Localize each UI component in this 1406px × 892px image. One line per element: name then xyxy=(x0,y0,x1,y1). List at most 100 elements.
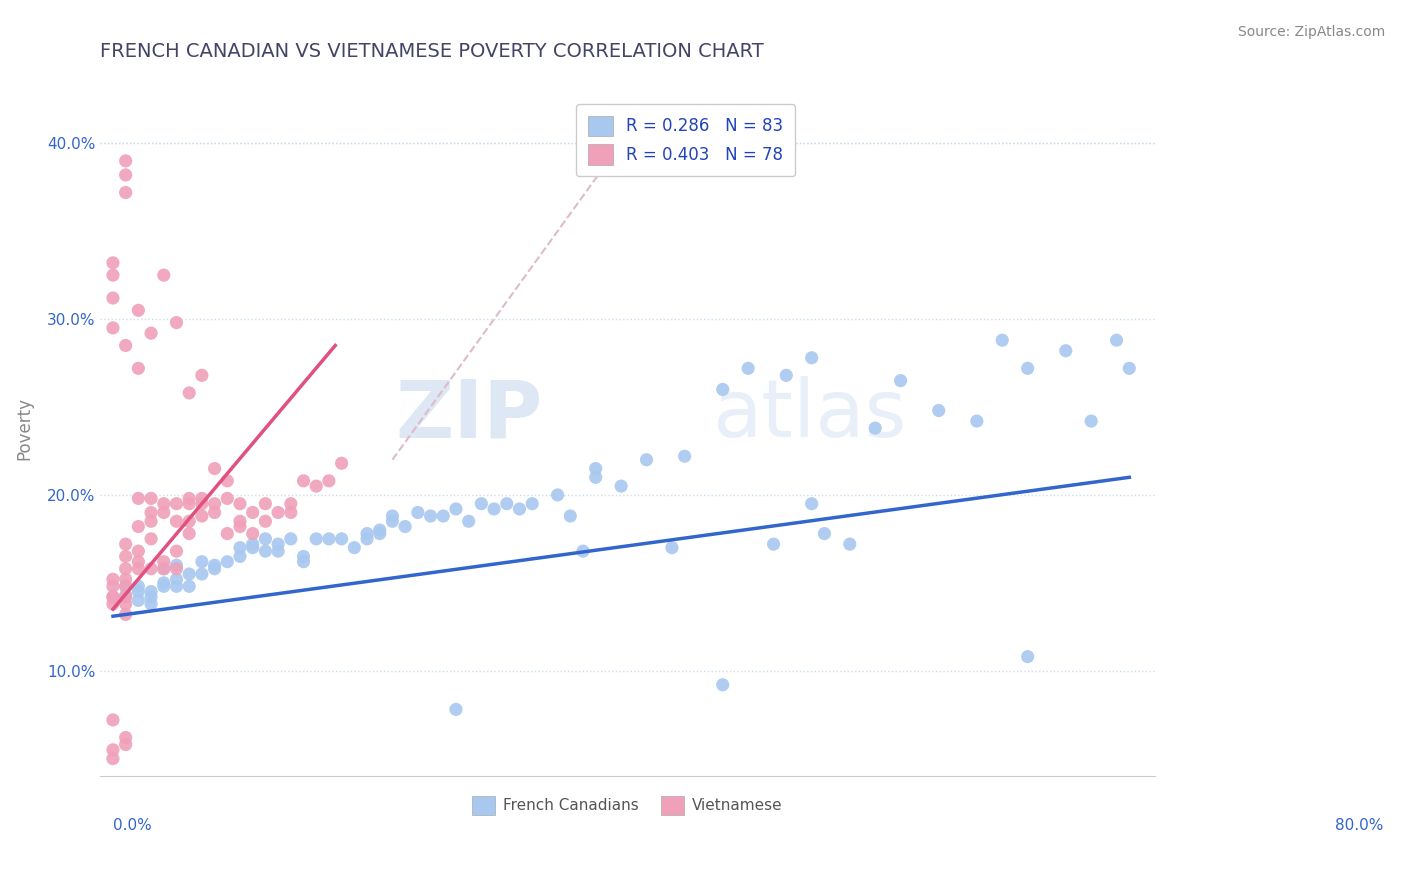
Point xyxy=(114,588,136,602)
Point xyxy=(114,153,136,168)
Point xyxy=(318,532,340,546)
Point xyxy=(179,386,201,401)
Point xyxy=(114,562,136,576)
Point xyxy=(368,526,391,541)
Point xyxy=(394,519,416,533)
Point xyxy=(560,508,582,523)
Point xyxy=(356,532,378,546)
Point xyxy=(470,497,492,511)
Point xyxy=(242,506,264,520)
Point xyxy=(432,508,454,523)
Point xyxy=(114,338,136,352)
Point xyxy=(242,526,264,541)
Point xyxy=(166,497,188,511)
Point xyxy=(101,579,124,593)
Point xyxy=(254,514,277,528)
Point xyxy=(101,590,124,604)
Point xyxy=(229,497,252,511)
Point xyxy=(127,491,149,506)
Point xyxy=(166,579,188,593)
Point xyxy=(191,491,214,506)
Point xyxy=(127,303,149,318)
Point xyxy=(217,526,239,541)
Point xyxy=(191,567,214,582)
Point xyxy=(457,514,479,528)
Point xyxy=(229,519,252,533)
Point xyxy=(101,743,124,757)
Point xyxy=(711,383,734,397)
Point xyxy=(179,491,201,506)
Point xyxy=(139,590,162,604)
Point xyxy=(318,474,340,488)
Point xyxy=(229,514,252,528)
Point xyxy=(1080,414,1102,428)
Point xyxy=(800,497,823,511)
Point xyxy=(114,572,136,586)
Point xyxy=(152,575,174,590)
Point xyxy=(406,506,429,520)
Point xyxy=(127,544,149,558)
Point xyxy=(280,532,302,546)
Point xyxy=(152,579,174,593)
Point xyxy=(673,449,696,463)
Point xyxy=(217,555,239,569)
Point xyxy=(139,506,162,520)
Point xyxy=(101,291,124,305)
Point xyxy=(813,526,835,541)
Point xyxy=(179,579,201,593)
Point xyxy=(762,537,785,551)
Point xyxy=(775,368,797,383)
Point xyxy=(114,579,136,593)
Point xyxy=(330,456,353,470)
Point xyxy=(267,537,290,551)
Text: ZIP: ZIP xyxy=(396,376,543,454)
Text: FRENCH CANADIAN VS VIETNAMESE POVERTY CORRELATION CHART: FRENCH CANADIAN VS VIETNAMESE POVERTY CO… xyxy=(100,42,763,61)
Point xyxy=(254,544,277,558)
Point xyxy=(242,541,264,555)
Point xyxy=(139,597,162,611)
Point xyxy=(152,497,174,511)
Point xyxy=(495,497,517,511)
Point xyxy=(152,506,174,520)
Point xyxy=(292,555,315,569)
Point xyxy=(356,526,378,541)
Point xyxy=(114,579,136,593)
Point xyxy=(139,326,162,340)
Point xyxy=(179,514,201,528)
Point xyxy=(166,514,188,528)
Point xyxy=(572,544,595,558)
Point xyxy=(254,497,277,511)
Point xyxy=(522,497,544,511)
Point xyxy=(204,506,226,520)
Point xyxy=(152,562,174,576)
Point xyxy=(863,421,886,435)
Point xyxy=(127,579,149,593)
Point xyxy=(204,562,226,576)
Point xyxy=(444,702,467,716)
Point xyxy=(139,532,162,546)
Point xyxy=(166,544,188,558)
Point xyxy=(127,562,149,576)
Point xyxy=(229,541,252,555)
Point xyxy=(191,368,214,383)
Point xyxy=(1105,333,1128,347)
Point xyxy=(381,514,404,528)
Point xyxy=(1017,649,1039,664)
Point xyxy=(101,590,124,604)
Point xyxy=(254,532,277,546)
Point xyxy=(305,479,328,493)
Point xyxy=(330,532,353,546)
Point xyxy=(114,186,136,200)
Point xyxy=(166,558,188,573)
Point xyxy=(152,268,174,282)
Point xyxy=(1054,343,1077,358)
Point xyxy=(280,506,302,520)
Point xyxy=(419,508,441,523)
Point xyxy=(114,738,136,752)
Point xyxy=(101,256,124,270)
Point xyxy=(139,562,162,576)
Point xyxy=(101,713,124,727)
Point xyxy=(966,414,988,428)
Point xyxy=(368,523,391,537)
Point xyxy=(585,461,607,475)
